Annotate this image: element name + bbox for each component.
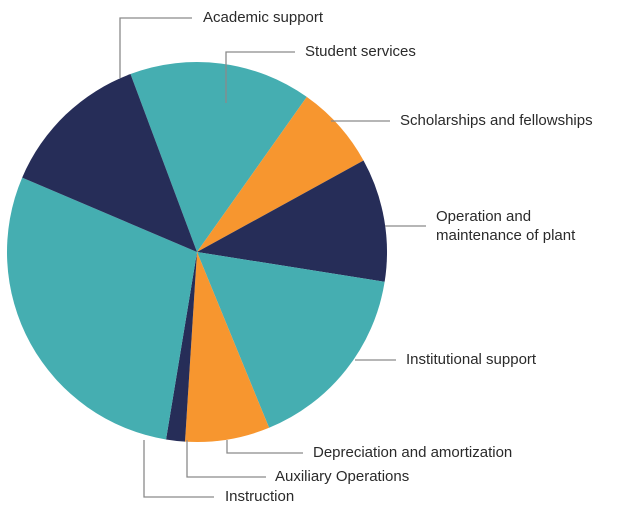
slice-label: Instruction [225, 488, 294, 505]
slice-label: Institutional support [406, 351, 537, 368]
slice-label: Auxiliary Operations [275, 468, 409, 485]
leader-lines [119, 17, 426, 498]
pie-slice [130, 61, 307, 253]
slice-labels: Student services Scholarships and fellows… [203, 9, 593, 505]
slice-label: Operation and maintenance of plant [436, 208, 576, 244]
pie-slices [6, 61, 388, 442]
pie-slice [197, 160, 388, 282]
pie-slice [197, 252, 385, 428]
slice-label: Student services [305, 43, 416, 60]
pie-slice [6, 177, 197, 440]
leader-line [225, 51, 295, 103]
slice-label: Depreciation and amortization [313, 444, 512, 461]
pie-slice [197, 96, 364, 253]
leader-line [186, 440, 266, 478]
leader-line [143, 440, 214, 498]
pie-slice [22, 74, 198, 252]
pie-slice [185, 252, 270, 442]
leader-line [226, 440, 303, 454]
slice-label: Scholarships and fellowships [400, 112, 593, 129]
pie-slice [166, 252, 197, 442]
slice-label: Academic support [203, 9, 324, 26]
leader-line [119, 17, 192, 78]
